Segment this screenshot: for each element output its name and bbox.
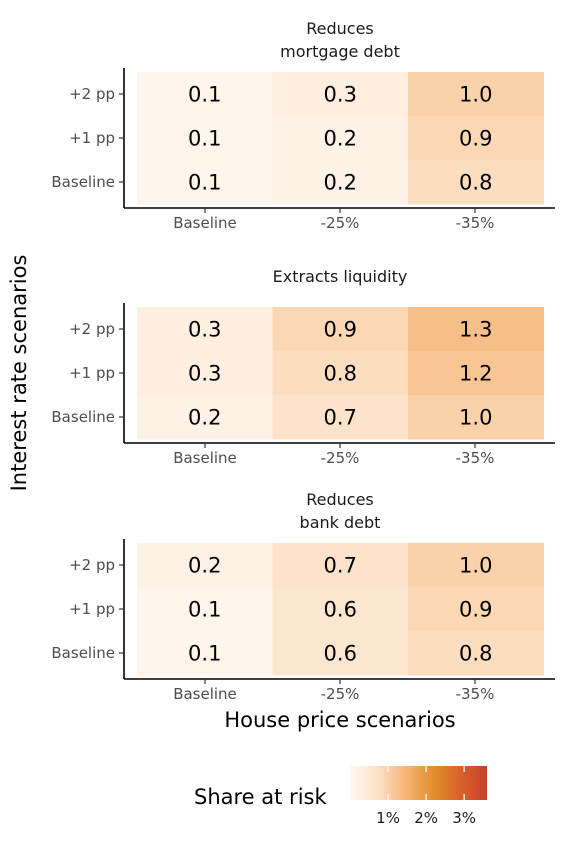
heatmap-cell [137, 631, 273, 676]
legend-title: Share at risk [194, 785, 327, 809]
cell-value-label: 1.0 [459, 406, 492, 430]
cell-value-label: 0.1 [188, 127, 221, 151]
heatmap-cell [272, 307, 409, 352]
cell-value-label: 0.2 [188, 554, 221, 578]
y-tick-label: +2 pp [69, 556, 115, 574]
heatmap-panels: Reduces mortgage debt 0.1 0.3 1.0 0.1 0.2 0.9 0.… [51, 19, 555, 703]
cell-value-label: 0.2 [188, 406, 221, 430]
heatmap-cell [272, 543, 409, 588]
cell-value-label: 1.2 [459, 362, 492, 386]
y-tick-label: +2 pp [69, 320, 115, 338]
legend-colorbar [350, 766, 487, 800]
heatmap-cell [137, 160, 273, 205]
cell-value-label: 0.8 [324, 362, 357, 386]
heatmap-panel: Reduces mortgage debt 0.1 0.3 1.0 0.1 0.2 0.9 0.… [51, 19, 555, 232]
heatmap-cell [408, 160, 544, 205]
heatmap-cell [137, 351, 273, 396]
y-tick-label: +1 pp [69, 129, 115, 147]
heatmap-cell [137, 116, 273, 161]
heatmap-cell [408, 587, 544, 632]
cell-value-label: 1.0 [459, 554, 492, 578]
heatmap-cell [408, 543, 544, 588]
heatmap-cell [408, 395, 544, 440]
y-tick-label: +1 pp [69, 600, 115, 618]
heatmap-cell [272, 631, 409, 676]
legend-ticks: 1% 2% 3% [376, 766, 476, 827]
heatmap-panel: Extracts liquidity 0.3 0.9 1.3 0.3 0.8 1.2 0.2 0… [51, 267, 555, 467]
cell-value-label: 0.1 [188, 83, 221, 107]
heatmap-panel: Reduces bank debt 0.2 0.7 1.0 0.1 0.6 0.9 0.1 0.6… [51, 490, 555, 703]
cell-value-label: 0.3 [188, 318, 221, 342]
cell-value-label: 0.7 [324, 406, 357, 430]
heatmap-cell [408, 72, 544, 117]
x-tick-label: Baseline [173, 214, 237, 232]
cell-value-label: 0.8 [459, 642, 492, 666]
panel-title: bank debt [300, 513, 381, 532]
heatmap-cell [137, 587, 273, 632]
heatmap-cell [137, 543, 273, 588]
panel-title: mortgage debt [280, 42, 400, 61]
heatmap-cell [408, 116, 544, 161]
y-tick-label: Baseline [51, 173, 115, 191]
heatmap-cell [272, 395, 409, 440]
x-tick-label: -35% [456, 449, 495, 467]
cell-value-label: 0.6 [324, 598, 357, 622]
cell-value-label: 0.3 [324, 83, 357, 107]
cell-value-label: 1.3 [459, 318, 492, 342]
cell-value-label: 0.1 [188, 171, 221, 195]
cell-value-label: 0.2 [324, 127, 357, 151]
y-axis-title: Interest rate scenarios [7, 255, 31, 492]
heatmap-cell [272, 160, 409, 205]
heatmap-cell [408, 307, 544, 352]
cell-value-label: 1.0 [459, 83, 492, 107]
legend-tick-label: 1% [376, 809, 400, 827]
x-tick-label: Baseline [173, 685, 237, 703]
cell-value-label: 0.9 [324, 318, 357, 342]
x-tick-label: Baseline [173, 449, 237, 467]
cell-value-label: 0.2 [324, 171, 357, 195]
cell-value-label: 0.8 [459, 171, 492, 195]
x-tick-label: -25% [321, 449, 360, 467]
heatmap-cell [272, 351, 409, 396]
heatmap-cell [137, 72, 273, 117]
legend-tick-label: 3% [452, 809, 476, 827]
panel-title: Extracts liquidity [273, 267, 408, 286]
legend-tick-label: 2% [414, 809, 438, 827]
x-tick-label: -25% [321, 685, 360, 703]
y-tick-label: +2 pp [69, 85, 115, 103]
x-tick-label: -35% [456, 214, 495, 232]
heatmap-cell [272, 116, 409, 161]
panel-title: Reduces [306, 490, 374, 509]
cell-value-label: 0.7 [324, 554, 357, 578]
cell-value-label: 0.1 [188, 598, 221, 622]
color-legend: Share at risk 1% 2% 3% [194, 766, 487, 827]
cell-value-label: 0.9 [459, 598, 492, 622]
cell-value-label: 0.1 [188, 642, 221, 666]
heatmap-cell [137, 395, 273, 440]
heatmap-cell [272, 72, 409, 117]
heatmap-cell [137, 307, 273, 352]
panel-title: Reduces [306, 19, 374, 38]
heatmap-cell [408, 351, 544, 396]
cell-value-label: 0.9 [459, 127, 492, 151]
y-tick-label: Baseline [51, 644, 115, 662]
y-tick-label: Baseline [51, 408, 115, 426]
x-tick-label: -25% [321, 214, 360, 232]
y-tick-label: +1 pp [69, 364, 115, 382]
x-tick-label: -35% [456, 685, 495, 703]
heatmap-cell [272, 587, 409, 632]
cell-value-label: 0.6 [324, 642, 357, 666]
cell-value-label: 0.3 [188, 362, 221, 386]
heatmap-cell [408, 631, 544, 676]
x-axis-title: House price scenarios [224, 708, 455, 732]
